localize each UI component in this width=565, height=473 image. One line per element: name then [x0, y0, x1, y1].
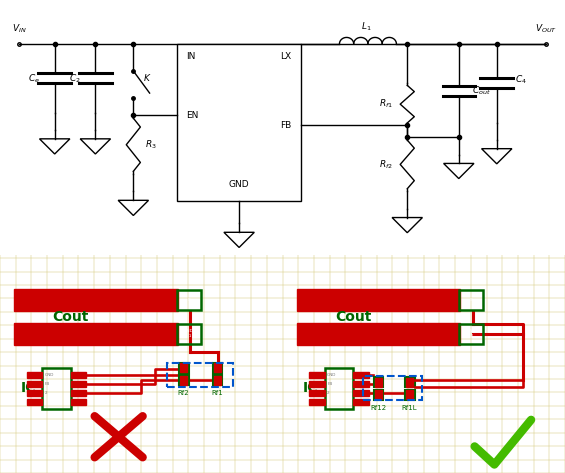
Text: 2: 2	[45, 391, 47, 395]
Bar	[353, 399, 369, 405]
Text: Cout: Cout	[335, 310, 371, 324]
Bar	[27, 372, 42, 378]
Bar	[180, 376, 188, 385]
Bar	[177, 44, 302, 201]
Bar	[310, 381, 325, 387]
Bar	[353, 390, 369, 396]
Text: $C_e$: $C_e$	[28, 72, 40, 85]
Bar	[405, 377, 415, 387]
Bar	[310, 390, 325, 396]
Text: 2: 2	[327, 391, 330, 395]
Bar	[310, 372, 325, 378]
Text: LX: LX	[281, 52, 292, 61]
Text: $R_{f2}$: $R_{f2}$	[379, 158, 393, 171]
Bar	[71, 390, 86, 396]
Text: GND: GND	[229, 180, 249, 189]
Bar	[459, 290, 483, 310]
Text: $C_4$: $C_4$	[515, 73, 527, 86]
Text: s: s	[187, 298, 190, 302]
Bar	[297, 289, 460, 311]
Text: $C_2$: $C_2$	[69, 72, 81, 85]
Bar	[373, 390, 384, 400]
Bar	[405, 390, 415, 400]
Text: GND: GND	[45, 373, 54, 377]
Bar	[375, 377, 383, 387]
Bar	[71, 372, 86, 378]
Text: EN: EN	[186, 111, 199, 120]
Text: $C_{out}$: $C_{out}$	[472, 84, 491, 97]
Text: FB: FB	[280, 121, 292, 130]
Text: Rf12: Rf12	[371, 404, 386, 411]
Text: Rf1L: Rf1L	[402, 404, 418, 411]
Text: K: K	[144, 74, 150, 83]
Bar	[71, 381, 86, 387]
Text: $R_{f1}$: $R_{f1}$	[379, 98, 393, 110]
Bar	[212, 362, 223, 373]
Text: Rf2: Rf2	[178, 390, 189, 396]
Bar	[167, 363, 233, 387]
Bar	[176, 290, 201, 310]
Text: Rf1: Rf1	[212, 390, 223, 396]
Text: $V_{OUT}$: $V_{OUT}$	[534, 23, 557, 35]
Bar	[42, 368, 71, 409]
Bar	[180, 363, 188, 372]
Bar	[176, 324, 201, 344]
Bar	[27, 399, 42, 405]
Bar	[459, 324, 483, 344]
Text: IN: IN	[186, 52, 196, 61]
Bar	[363, 377, 422, 401]
Bar	[310, 399, 325, 405]
Bar	[353, 372, 369, 378]
Bar	[373, 377, 384, 387]
Text: FB: FB	[327, 382, 332, 386]
Bar	[406, 390, 414, 399]
Bar	[212, 375, 223, 385]
Bar	[14, 289, 178, 311]
Text: GND
  1: GND 1	[184, 330, 194, 338]
Text: $R_3$: $R_3$	[145, 139, 157, 151]
Bar	[214, 363, 221, 372]
Bar	[179, 362, 189, 373]
Bar	[375, 390, 383, 399]
Text: FB: FB	[45, 382, 50, 386]
Text: Cout: Cout	[53, 310, 89, 324]
Text: $L_1$: $L_1$	[361, 20, 372, 33]
Bar	[27, 390, 42, 396]
Text: $V_{IN}$: $V_{IN}$	[12, 23, 27, 35]
Text: IC: IC	[303, 381, 319, 395]
Bar	[71, 399, 86, 405]
Bar	[406, 377, 414, 387]
Bar	[325, 368, 353, 409]
Bar	[14, 323, 178, 345]
Bar	[27, 381, 42, 387]
Text: s: s	[470, 298, 473, 302]
Text: GND: GND	[327, 373, 337, 377]
Bar	[214, 376, 221, 385]
Text: GND
  1: GND 1	[466, 330, 476, 338]
Text: IC: IC	[20, 381, 36, 395]
Bar	[297, 323, 460, 345]
Bar	[179, 375, 189, 385]
Bar	[353, 381, 369, 387]
